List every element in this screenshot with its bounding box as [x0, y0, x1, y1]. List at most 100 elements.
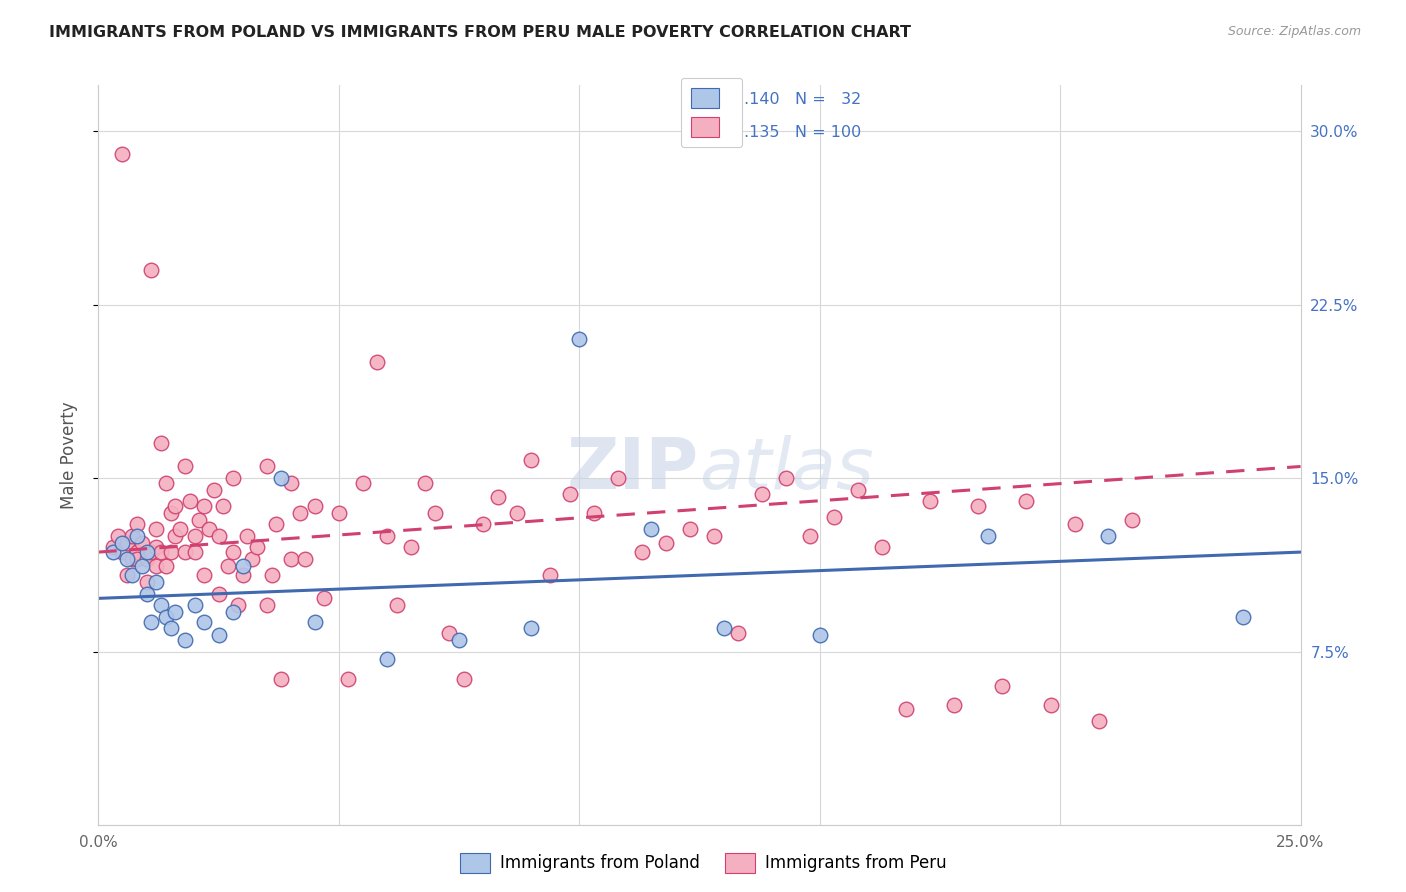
poland [135, 587, 157, 601]
peru [1039, 698, 1062, 712]
poland [117, 552, 139, 566]
poland [149, 599, 172, 613]
peru [506, 506, 529, 520]
peru [1015, 494, 1038, 508]
Text: IMMIGRANTS FROM POLAND VS IMMIGRANTS FROM PERU MALE POVERTY CORRELATION CHART: IMMIGRANTS FROM POLAND VS IMMIGRANTS FRO… [49, 25, 911, 40]
peru [240, 552, 263, 566]
poland [155, 610, 177, 624]
peru [183, 529, 205, 543]
peru [328, 506, 350, 520]
peru [920, 494, 942, 508]
peru [558, 487, 581, 501]
poland [174, 633, 197, 648]
peru [294, 552, 316, 566]
peru [121, 529, 143, 543]
peru [125, 552, 148, 566]
peru [193, 568, 215, 582]
peru [174, 459, 197, 474]
peru [352, 475, 374, 490]
peru [943, 698, 966, 712]
Text: atlas: atlas [699, 435, 875, 504]
poland [1232, 610, 1254, 624]
peru [280, 475, 302, 490]
Text: Source: ZipAtlas.com: Source: ZipAtlas.com [1227, 25, 1361, 38]
poland [141, 615, 163, 629]
poland [131, 558, 153, 574]
peru [280, 552, 302, 566]
poland [101, 545, 124, 559]
peru [582, 506, 605, 520]
peru [314, 591, 336, 606]
peru [135, 552, 157, 566]
peru [1087, 714, 1109, 728]
poland [232, 558, 254, 574]
peru [703, 529, 725, 543]
poland [121, 568, 143, 582]
peru [149, 545, 172, 559]
poland [145, 575, 167, 590]
peru [799, 529, 821, 543]
peru [141, 545, 163, 559]
poland [447, 633, 470, 648]
peru [217, 558, 239, 574]
peru [155, 558, 177, 574]
poland [183, 599, 205, 613]
peru [131, 536, 153, 550]
peru [125, 545, 148, 559]
poland [375, 651, 398, 665]
peru [149, 436, 172, 450]
peru [125, 517, 148, 532]
poland [135, 545, 157, 559]
peru [472, 517, 495, 532]
peru [775, 471, 797, 485]
peru [486, 490, 509, 504]
peru [337, 673, 360, 687]
peru [141, 263, 163, 277]
poland [568, 332, 591, 346]
peru [111, 147, 134, 161]
peru [538, 568, 561, 582]
peru [823, 510, 845, 524]
peru [208, 529, 231, 543]
peru [366, 355, 388, 369]
poland [270, 471, 292, 485]
peru [145, 558, 167, 574]
peru [260, 568, 283, 582]
peru [101, 541, 124, 555]
peru [174, 545, 197, 559]
poland [125, 529, 148, 543]
peru [183, 545, 205, 559]
poland [977, 529, 1000, 543]
peru [270, 673, 292, 687]
peru [188, 513, 211, 527]
peru [111, 545, 134, 559]
peru [117, 536, 139, 550]
peru [208, 587, 231, 601]
peru [991, 679, 1014, 693]
poland [713, 622, 735, 636]
peru [179, 494, 201, 508]
peru [198, 522, 221, 536]
peru [236, 529, 259, 543]
peru [846, 483, 869, 497]
Y-axis label: Male Poverty: Male Poverty [59, 401, 77, 508]
peru [222, 471, 245, 485]
peru [246, 541, 269, 555]
peru [135, 575, 157, 590]
peru [256, 459, 278, 474]
Text: R = 0.135   N = 100: R = 0.135 N = 100 [699, 125, 862, 140]
peru [266, 517, 288, 532]
peru [165, 499, 187, 513]
peru [304, 499, 326, 513]
peru [423, 506, 446, 520]
peru [117, 568, 139, 582]
peru [159, 545, 181, 559]
peru [202, 483, 225, 497]
peru [1121, 513, 1143, 527]
peru [290, 506, 312, 520]
poland [640, 522, 662, 536]
poland [193, 615, 215, 629]
peru [655, 536, 678, 550]
poland [165, 605, 187, 619]
peru [155, 475, 177, 490]
